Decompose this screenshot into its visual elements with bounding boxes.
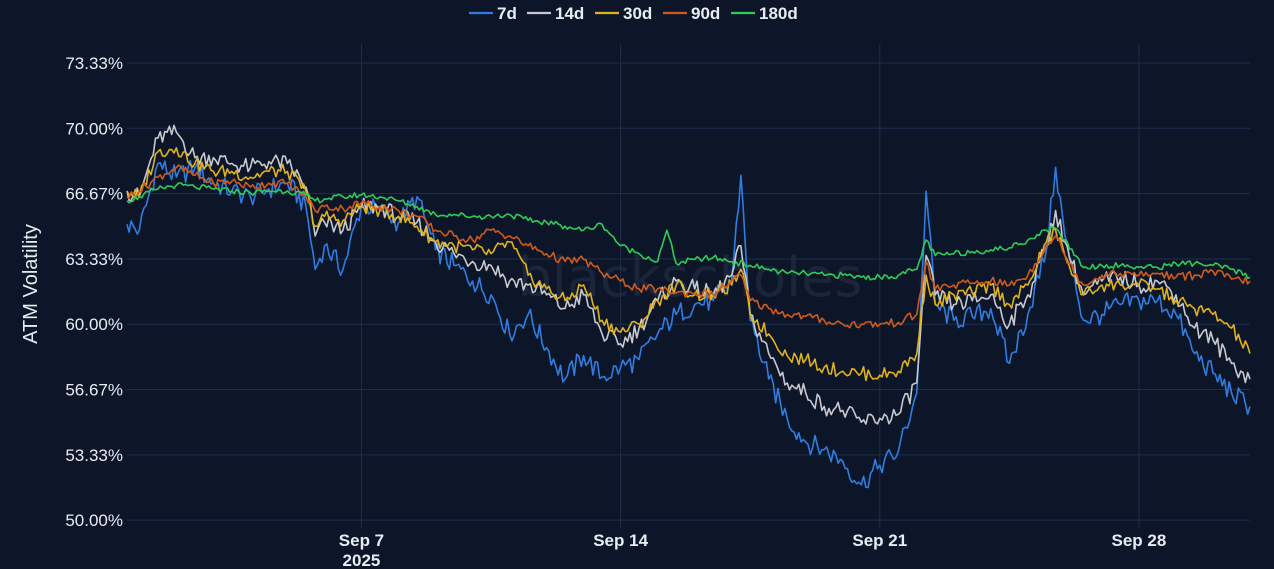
watermark-text: blackscholes bbox=[518, 246, 863, 309]
y-tick-label: 63.33% bbox=[65, 250, 123, 269]
legend-label: 90d bbox=[691, 4, 720, 23]
y-tick-label: 66.67% bbox=[65, 185, 123, 204]
y-tick-label: 60.00% bbox=[65, 315, 123, 334]
legend-label: 14d bbox=[555, 4, 584, 23]
series-line-30d bbox=[126, 147, 1251, 382]
y-tick-label: 73.33% bbox=[65, 54, 123, 73]
legend-item-30d[interactable]: 30d bbox=[595, 4, 652, 23]
legend-label: 7d bbox=[497, 4, 517, 23]
legend-item-180d[interactable]: 180d bbox=[731, 4, 798, 23]
x-tick-label: Sep 7 bbox=[339, 531, 384, 550]
legend[interactable]: 7d 14d 30d 90d 180d bbox=[469, 4, 798, 23]
y-tick-label: 70.00% bbox=[65, 119, 123, 138]
legend-item-90d[interactable]: 90d bbox=[663, 4, 720, 23]
series-layer bbox=[126, 124, 1251, 489]
series-line-7d bbox=[126, 159, 1251, 489]
y-tick-label: 50.00% bbox=[65, 511, 123, 530]
legend-item-7d[interactable]: 7d bbox=[469, 4, 517, 23]
y-axis: 50.00% 53.33% 56.67% 60.00% 63.33% 66.67% 70.0… bbox=[65, 54, 123, 530]
legend-label: 30d bbox=[623, 4, 652, 23]
legend-label: 180d bbox=[759, 4, 798, 23]
series-line-90d bbox=[126, 164, 1251, 329]
legend-item-14d[interactable]: 14d bbox=[527, 4, 584, 23]
y-axis-title: ATM Volatility bbox=[20, 224, 42, 344]
y-tick-label: 56.67% bbox=[65, 380, 123, 399]
y-tick-label: 53.33% bbox=[65, 446, 123, 465]
series-line-180d bbox=[126, 182, 1251, 281]
x-tick-label: Sep 28 bbox=[1112, 531, 1167, 550]
x-tick-sublabel: 2025 bbox=[343, 551, 381, 569]
x-tick-label: Sep 14 bbox=[593, 531, 648, 550]
x-tick-label: Sep 21 bbox=[852, 531, 907, 550]
